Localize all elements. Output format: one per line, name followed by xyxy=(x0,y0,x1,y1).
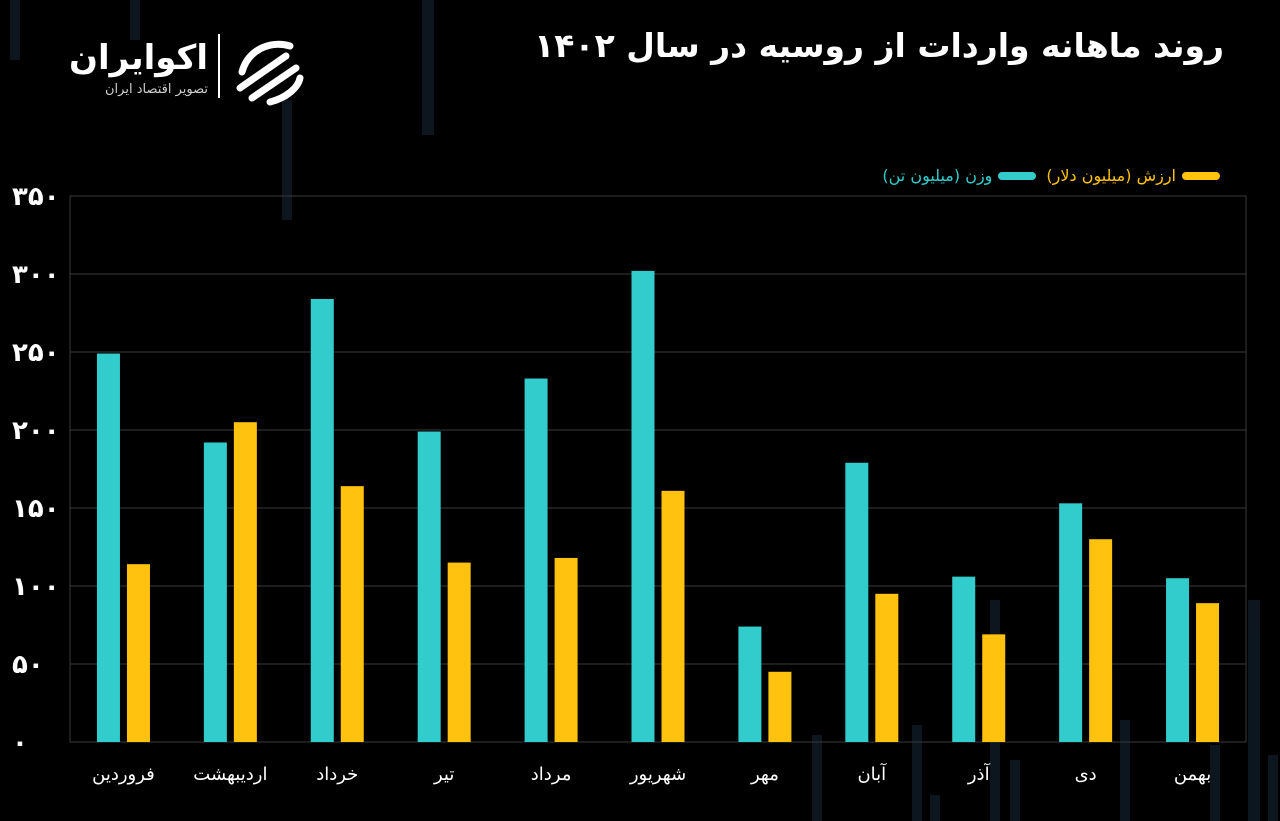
bar-layer xyxy=(96,270,1220,742)
y-tick-label: ۱۵۰ xyxy=(12,494,60,524)
x-tick-label: مرداد xyxy=(531,764,572,785)
bar-weight xyxy=(631,270,655,742)
bar-weight xyxy=(738,626,762,742)
y-tick-label: ۱۰۰ xyxy=(12,572,60,602)
x-tick-label: آبان xyxy=(857,762,887,785)
bar-value xyxy=(233,422,257,742)
legend-item-weight: وزن (میلیون تن) xyxy=(882,166,1037,185)
y-tick-label: ۲۵۰ xyxy=(12,338,60,368)
label-layer: ۰ ۵۰ ۱۰۰ ۱۵۰ ۲۰۰ ۲۵۰ ۳۰۰ ۳۵۰ فروردین اردیبهشت خردا… xyxy=(12,182,1211,785)
brand-mark-icon xyxy=(236,40,304,106)
bar-value xyxy=(768,671,792,742)
x-tick-label: دی xyxy=(1075,764,1097,785)
bar-value xyxy=(554,557,578,742)
y-tick-label: ۳۰۰ xyxy=(12,260,60,290)
x-tick-label: بهمن xyxy=(1174,764,1211,785)
chart-legend: ارزش (میلیون دلار) وزن (میلیون تن) xyxy=(872,166,1220,185)
y-tick-label: ۳۵۰ xyxy=(12,182,60,212)
brand-divider xyxy=(218,34,220,98)
y-tick-label: ۵۰ xyxy=(12,650,44,680)
legend-label-value: ارزش (میلیون دلار) xyxy=(1046,166,1176,185)
x-tick-label: اردیبهشت xyxy=(193,764,267,785)
bar-weight xyxy=(1166,578,1190,742)
bar-value xyxy=(447,562,471,742)
bar-weight xyxy=(952,576,976,742)
brand-text: اکوایران تصویر اقتصاد ایران xyxy=(50,38,208,97)
bar-value xyxy=(340,486,364,742)
bar-weight xyxy=(1059,503,1083,742)
x-tick-label: شهریور xyxy=(629,764,686,785)
legend-label-weight: وزن (میلیون تن) xyxy=(882,166,993,185)
bar-value xyxy=(875,593,899,742)
bar-value xyxy=(1089,539,1113,742)
bar-weight xyxy=(96,353,120,742)
x-tick-label: مهر xyxy=(750,764,779,785)
brand-logo: اکوایران تصویر اقتصاد ایران xyxy=(50,32,310,110)
legend-item-value: ارزش (میلیون دلار) xyxy=(1046,166,1220,185)
brand-tagline: تصویر اقتصاد ایران xyxy=(105,82,208,97)
bar-weight xyxy=(524,378,548,742)
bar-value xyxy=(126,564,150,742)
bar-value xyxy=(982,634,1006,742)
y-tick-label: ۲۰۰ xyxy=(12,416,60,446)
x-tick-label: آذر xyxy=(967,762,991,785)
bar-weight xyxy=(203,442,227,742)
bar-weight xyxy=(845,462,869,742)
bar-value xyxy=(661,490,685,742)
bar-weight xyxy=(417,431,441,742)
x-tick-label: فروردین xyxy=(92,764,155,785)
bar-value xyxy=(1196,603,1220,742)
chart-title: روند ماهانه واردات از روسیه در سال ۱۴۰۲ xyxy=(534,26,1224,65)
bar-weight xyxy=(310,298,334,742)
legend-swatch-value xyxy=(1182,171,1220,180)
grid-layer xyxy=(69,195,1247,743)
x-tick-label: تیر xyxy=(433,764,454,785)
legend-swatch-weight xyxy=(998,171,1037,180)
y-tick-label: ۰ xyxy=(12,728,28,758)
brand-name: اکوایران xyxy=(69,38,208,78)
x-tick-label: خرداد xyxy=(316,764,358,785)
